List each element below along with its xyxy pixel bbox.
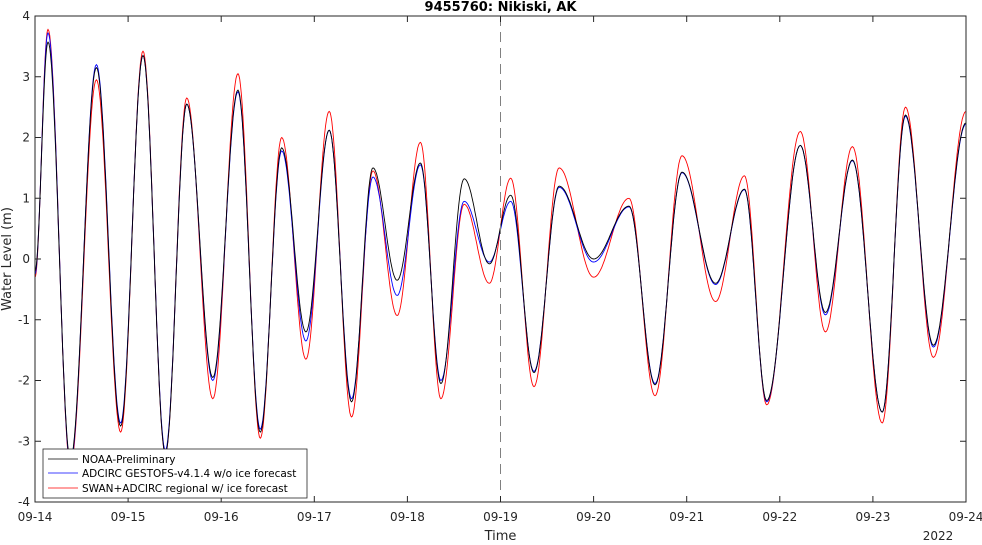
y-tick-label: 4: [22, 9, 30, 23]
legend-label-adcirc: ADCIRC GESTOFS-v4.1.4 w/o ice forecast: [82, 468, 296, 480]
x-tick-label: 09-17: [297, 510, 332, 524]
y-tick-label: -1: [18, 313, 30, 327]
x-tick-label: 09-18: [390, 510, 425, 524]
series-line-0: [34, 41, 967, 461]
y-tick-label: 0: [22, 252, 30, 266]
y-tick-label: 3: [22, 70, 30, 84]
legend: NOAA-Preliminary ADCIRC GESTOFS-v4.1.4 w…: [42, 448, 308, 499]
y-tick-label: -3: [18, 434, 30, 448]
chart-title: 9455760: Nikiski, AK: [425, 0, 578, 15]
legend-box: [42, 448, 308, 499]
legend-label-swan: SWAN+ADCIRC regional w/ ice forecast: [82, 483, 288, 495]
x-tick-label: 09-22: [762, 510, 797, 524]
series-layer: [34, 28, 967, 467]
x-tick-label: 09-14: [18, 510, 53, 524]
x-tick-label: 09-15: [111, 510, 146, 524]
x-tick-label: 09-24: [949, 510, 982, 524]
year-label: 2022: [923, 529, 954, 541]
y-tick-label: 2: [22, 131, 30, 145]
x-tick-label: 09-21: [669, 510, 704, 524]
tick-layer: 09-14 09-15 09-16 09-17 09-18 09-19 09-20 09-21…: [18, 9, 982, 524]
x-tick-label: 09-19: [483, 510, 518, 524]
legend-label-noaa: NOAA-Preliminary: [82, 454, 175, 466]
x-tick-label: 09-16: [204, 510, 239, 524]
x-axis-label: Time: [484, 529, 517, 541]
y-tick-label: -2: [18, 374, 30, 388]
y-axis-label: Water Level (m): [0, 207, 15, 311]
y-tick-label: 1: [22, 191, 30, 205]
y-tick-label: -4: [18, 495, 30, 509]
x-tick-label: 09-23: [855, 510, 890, 524]
x-tick-label: 09-20: [576, 510, 611, 524]
